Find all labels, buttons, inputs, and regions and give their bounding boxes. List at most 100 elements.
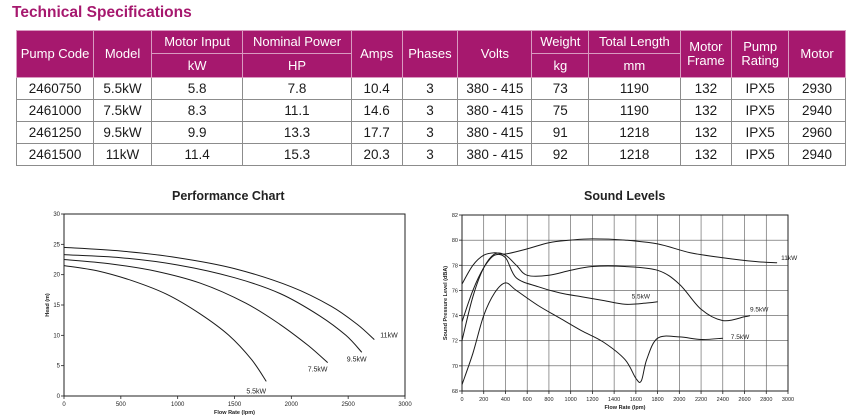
- x-tick-label: 1400: [608, 397, 620, 403]
- table-row: 2461000 7.5kW 8.3 11.1 14.6 3 380 - 415 75 1190 1…: [15, 99, 846, 122]
- specifications-table-body: 2460750 5.5kW 5.8 7.8 10.4 3 380 - 415 73 1190 13…: [15, 77, 846, 166]
- table-cell: 2940: [788, 143, 846, 166]
- table-cell: IPX5: [731, 99, 790, 122]
- y-tick-label: 25: [53, 242, 60, 248]
- series-line-9-5kw: [461, 252, 751, 341]
- table-cell: 2940: [788, 99, 846, 122]
- x-axis-label: Flow Rate (lpm): [605, 405, 646, 411]
- y-tick-label: 74: [452, 314, 458, 320]
- x-axis-label: Flow Rate (lpm): [214, 410, 255, 416]
- table-cell: 380 - 415: [457, 121, 533, 144]
- sound-levels-chart-title: Sound Levels: [584, 189, 666, 203]
- y-tick-label: 70: [452, 364, 458, 370]
- plot-frame: [63, 213, 406, 397]
- y-tick-label: 82: [452, 213, 458, 219]
- page-title: Technical Specifications: [12, 4, 192, 21]
- table-cell: IPX5: [731, 143, 790, 166]
- y-tick-label: 30: [53, 212, 60, 218]
- header-total-length-unit: mm: [588, 53, 681, 78]
- y-axis-label: Head (m): [45, 293, 51, 317]
- performance-chart: 0 500 1000 1500 2000 2500 3000 0 5 10 15 20 25 30 Flow…: [45, 212, 412, 416]
- table-cell: 132: [679, 143, 733, 166]
- table-cell: 1218: [588, 121, 681, 144]
- header-amps: Amps: [350, 30, 403, 78]
- x-tick-label: 1000: [565, 397, 577, 403]
- series-line-11kw: [63, 246, 375, 340]
- table-cell: 11kW: [93, 143, 152, 166]
- table-cell: 3: [401, 121, 459, 144]
- series-label: 5.5kW: [246, 388, 266, 395]
- y-tick-label: 72: [452, 339, 458, 345]
- header-weight: Weight: [531, 30, 590, 54]
- table-cell: 8.3: [150, 99, 244, 122]
- table-cell: 73: [531, 77, 590, 100]
- table-cell: IPX5: [731, 77, 790, 100]
- y-tick-label: 78: [452, 263, 458, 269]
- table-cell: 2461000: [15, 99, 95, 122]
- plot-frame: [461, 214, 789, 392]
- table-cell: IPX5: [731, 121, 790, 144]
- header-total-length: Total Length: [588, 30, 681, 54]
- series-label: 7.5kW: [731, 334, 750, 341]
- y-tick-label: 5: [57, 364, 61, 370]
- x-tick-label: 1500: [228, 402, 242, 408]
- table-cell: 2960: [788, 121, 846, 144]
- table-cell: 14.6: [350, 99, 403, 122]
- x-tick-label: 400: [501, 397, 510, 403]
- x-tick-label: 2200: [695, 397, 707, 403]
- y-tick-label: 10: [53, 333, 60, 339]
- specifications-table: Pump Code Model Motor Input Nominal Powe…: [15, 30, 846, 166]
- table-cell: 1190: [588, 77, 681, 100]
- series-line-9-5kw: [63, 254, 363, 353]
- table-cell: 7.8: [242, 77, 352, 100]
- table-cell: 11.1: [242, 99, 352, 122]
- table-cell: 17.7: [350, 121, 403, 144]
- table-cell: 1190: [588, 99, 681, 122]
- x-tick-label: 200: [479, 397, 488, 403]
- table-cell: 132: [679, 99, 733, 122]
- table-cell: 3: [401, 77, 459, 100]
- x-tick-label: 600: [523, 397, 532, 403]
- x-tick-label: 0: [62, 402, 66, 408]
- series-line-7-5kw: [63, 259, 329, 363]
- y-axis-label: Sound Pressure Level (dBA): [443, 266, 449, 340]
- x-tick-label: 2400: [717, 397, 729, 403]
- table-cell: 13.3: [242, 121, 352, 144]
- x-tick-label: 0: [460, 397, 463, 403]
- table-cell: 380 - 415: [457, 143, 533, 166]
- x-tick-label: 800: [544, 397, 553, 403]
- table-cell: 5.8: [150, 77, 244, 100]
- table-row: 2460750 5.5kW 5.8 7.8 10.4 3 380 - 415 73 1190 13…: [15, 77, 846, 100]
- header-motor-input: Motor Input: [150, 30, 244, 54]
- header-motor: Motor: [788, 30, 846, 78]
- y-tick-label: 0: [57, 394, 61, 400]
- table-cell: 9.9: [150, 121, 244, 144]
- table-cell: 10.4: [350, 77, 403, 100]
- table-cell: 91: [531, 121, 590, 144]
- header-nominal-power-unit: HP: [242, 53, 352, 78]
- series-label: 5.5kW: [632, 294, 651, 301]
- header-pump-code: Pump Code: [15, 30, 95, 78]
- table-cell: 2460750: [15, 77, 95, 100]
- series-line-7-5kw: [461, 282, 723, 385]
- x-tick-label: 2000: [673, 397, 685, 403]
- series-label: 9.5kW: [347, 356, 367, 363]
- series-line-5-5kw: [461, 253, 658, 323]
- series-label: 11kW: [781, 255, 798, 262]
- table-cell: 92: [531, 143, 590, 166]
- x-tick-label: 1600: [630, 397, 642, 403]
- table-cell: 15.3: [242, 143, 352, 166]
- header-weight-unit: kg: [531, 53, 590, 78]
- series-label: 7.5kW: [308, 367, 328, 374]
- series-line-5-5kw: [63, 265, 267, 382]
- table-cell: 75: [531, 99, 590, 122]
- table-cell: 2461250: [15, 121, 95, 144]
- y-tick-label: 15: [53, 303, 60, 309]
- x-tick-label: 2500: [341, 402, 355, 408]
- table-cell: 2930: [788, 77, 846, 100]
- y-tick-label: 68: [452, 389, 458, 395]
- x-tick-label: 2000: [285, 402, 299, 408]
- table-cell: 380 - 415: [457, 99, 533, 122]
- sound-levels-chart: 0 200 400 600 800 1000 1200 1400 1600 1800 2000 220…: [443, 213, 798, 411]
- header-phases: Phases: [401, 30, 459, 78]
